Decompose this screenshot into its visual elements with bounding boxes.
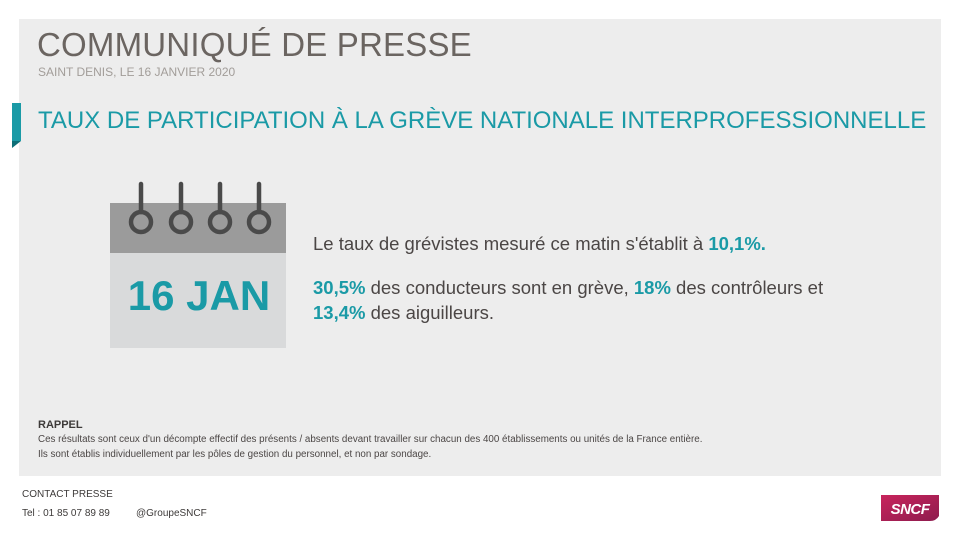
rappel-line-1: Ces résultats sont ceux d'un décompte ef… [38,434,703,445]
svg-text:SNCF: SNCF [891,501,931,518]
stat-line-2: 30,5% des conducteurs sont en grève, 18%… [313,275,823,300]
contact-title: CONTACT PRESSE [22,489,113,500]
contact-phone: Tel : 01 85 07 89 89 [22,508,110,519]
dateline: SAINT DENIS, LE 16 JANVIER 2020 [38,65,236,79]
rappel-title: RAPPEL [38,419,83,431]
sncf-logo: SNCF [878,492,942,524]
section-marker [12,103,21,148]
headline: TAUX DE PARTICIPATION À LA GRÈVE NATIONA… [38,107,927,134]
rappel-line-2: Ils sont établis individuellement par le… [38,449,432,460]
rate-total: 10,1%. [708,233,766,254]
stat-text: des contrôleurs et [670,277,824,298]
stat-text: des aiguilleurs. [365,302,495,323]
calendar-date: 16 JAN [127,272,271,319]
page-title: COMMUNIQUÉ DE PRESSE [37,26,472,63]
calendar-graphic [110,181,286,348]
social-handle[interactable]: @GroupeSNCF [136,508,207,519]
sncf-logo-graphic: SNCF [881,495,939,521]
rate-switchmen: 13,4% [313,302,366,323]
calendar-icon: 16 JAN [110,180,288,348]
rate-drivers: 30,5% [313,277,366,298]
stat-line-1: Le taux de grévistes mesuré ce matin s'é… [313,231,766,256]
stat-text: Le taux de grévistes mesuré ce matin s'é… [313,233,709,254]
stat-text: des conducteurs sont en grève, [365,277,634,298]
rate-controllers: 18% [633,277,671,298]
stat-line-3: 13,4% des aiguilleurs. [313,300,494,325]
